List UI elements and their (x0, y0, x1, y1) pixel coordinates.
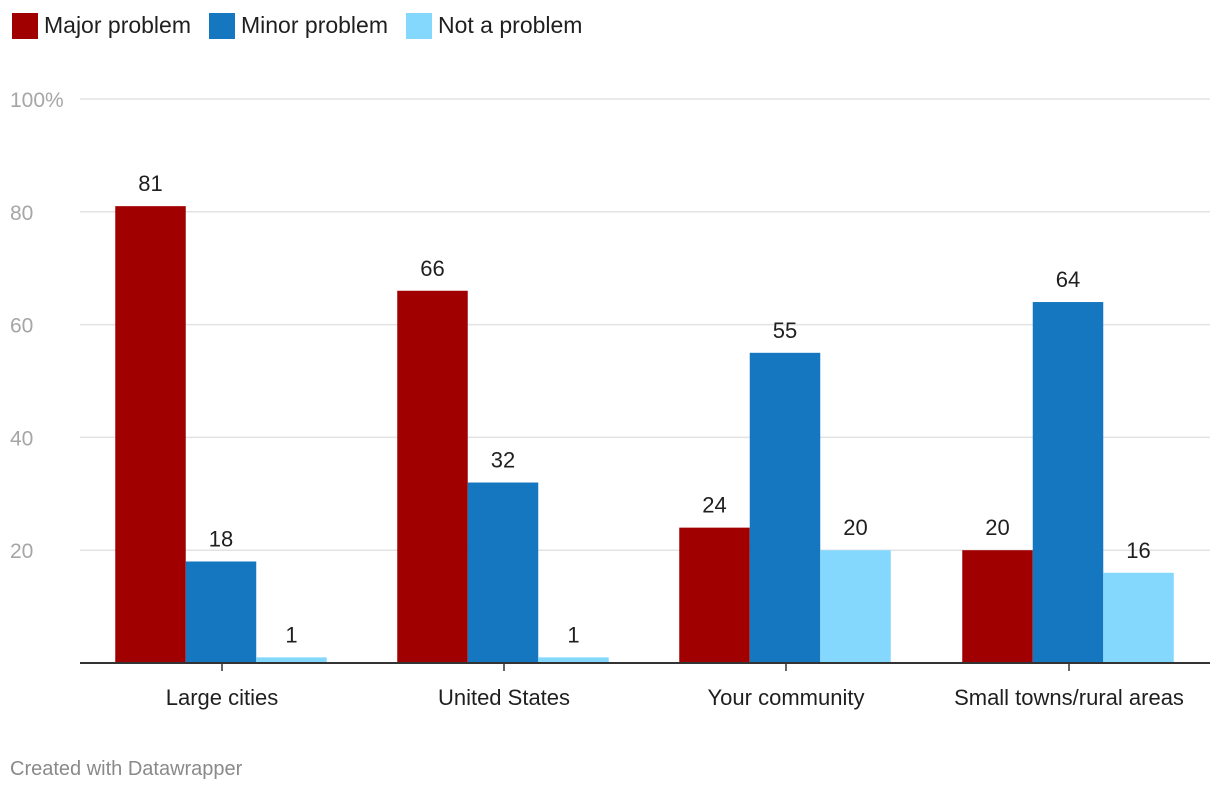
bar-value-label: 16 (1126, 538, 1150, 563)
legend-swatch-major (12, 12, 38, 39)
bar-value-label: 18 (209, 526, 233, 551)
y-tick-label: 80 (10, 202, 33, 225)
bar (185, 561, 257, 663)
bar-value-label: 81 (138, 171, 162, 196)
bar (467, 482, 539, 663)
y-tick-label: 100% (10, 89, 64, 112)
legend: Major problem Minor problem Not a proble… (12, 12, 600, 39)
bar-value-label: 24 (702, 493, 726, 518)
x-tick-label: Large cities (166, 685, 279, 710)
legend-swatch-not (406, 12, 432, 39)
legend-item-minor: Minor problem (209, 12, 388, 39)
bar (397, 290, 468, 663)
x-tick-label: Small towns/rural areas (954, 685, 1184, 710)
legend-swatch-minor (209, 12, 235, 39)
legend-item-not: Not a problem (406, 12, 582, 39)
bar (538, 657, 609, 663)
legend-label-major: Major problem (44, 12, 191, 38)
bar-value-label: 1 (285, 622, 297, 647)
bar-value-label: 20 (985, 515, 1009, 540)
bar (1032, 302, 1104, 663)
legend-item-major: Major problem (12, 12, 191, 39)
bar-value-label: 55 (773, 318, 797, 343)
bar (1103, 572, 1174, 663)
bar-value-label: 64 (1056, 267, 1080, 292)
bar (115, 206, 186, 663)
y-tick-label: 60 (10, 315, 33, 338)
bar (256, 657, 327, 663)
bar-value-label: 32 (491, 448, 515, 473)
bar (749, 352, 821, 663)
y-tick-label: 20 (10, 540, 33, 563)
bar (962, 550, 1033, 663)
bar-value-label: 20 (843, 515, 867, 540)
x-tick-label: Your community (708, 685, 865, 710)
footer-credit: Created with Datawrapper (10, 758, 243, 780)
bar (820, 550, 891, 663)
y-tick-label: 40 (10, 427, 33, 450)
bar-value-label: 1 (567, 622, 579, 647)
legend-label-not: Not a problem (438, 12, 583, 38)
x-tick-label: United States (438, 685, 570, 710)
bar-value-label: 66 (420, 256, 444, 281)
bar (679, 527, 750, 663)
legend-label-minor: Minor problem (241, 12, 388, 38)
